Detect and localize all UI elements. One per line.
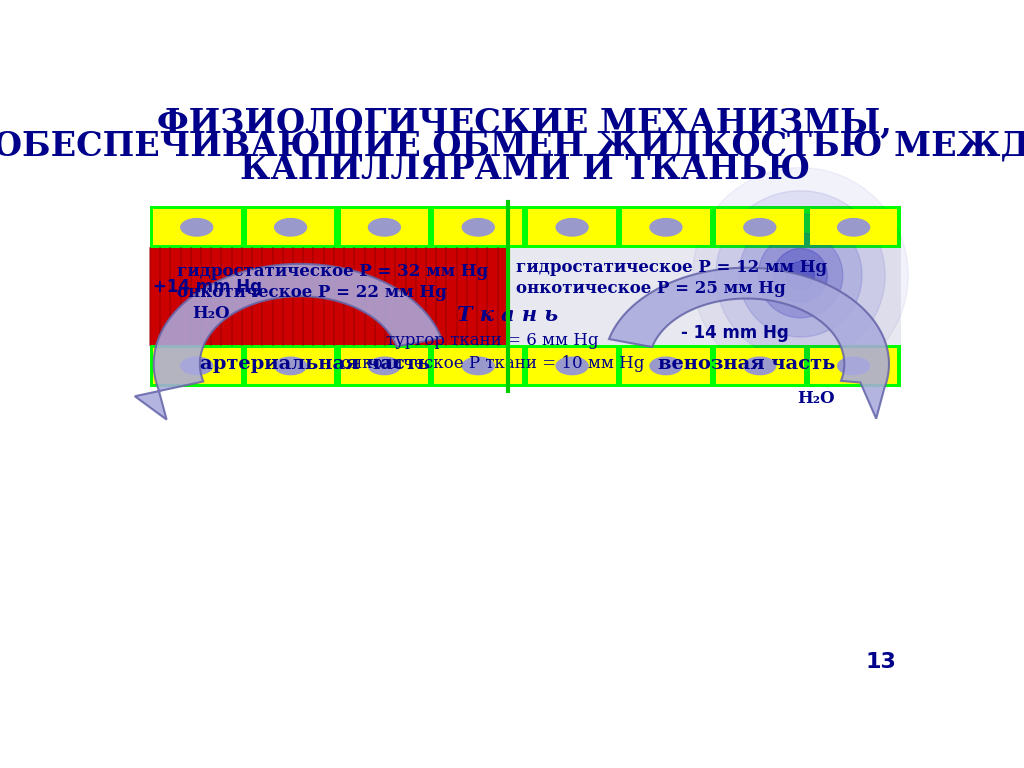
Bar <box>247 209 335 246</box>
Circle shape <box>773 249 827 303</box>
Text: ОБЕСПЕЧИВАЮЩИЕ ОБМЕН ЖИДКОСТЬЮ МЕЖДУ: ОБЕСПЕЧИВАЮЩИЕ ОБМЕН ЖИДКОСТЬЮ МЕЖДУ <box>0 130 1024 163</box>
Ellipse shape <box>837 356 870 376</box>
Text: артериальная часть: артериальная часть <box>201 355 430 373</box>
Ellipse shape <box>837 218 870 237</box>
Text: КАПИЛЛЯРАМИ И ТКАНЬЮ: КАПИЛЛЯРАМИ И ТКАНЬЮ <box>240 153 810 186</box>
Circle shape <box>692 167 908 383</box>
Bar <box>810 209 897 246</box>
Text: H₂O: H₂O <box>193 306 230 323</box>
Text: онкотическое Р ткани = 10 мм Hg: онкотическое Р ткани = 10 мм Hg <box>341 356 644 372</box>
Bar <box>528 209 616 246</box>
Bar <box>341 209 428 246</box>
Ellipse shape <box>180 218 213 237</box>
Bar <box>434 348 522 384</box>
Ellipse shape <box>368 218 401 237</box>
Ellipse shape <box>743 356 776 376</box>
Text: гидростатическое P = 32 мм Hg: гидростатическое P = 32 мм Hg <box>177 263 488 280</box>
Text: тургор ткани = 6 мм Hg: тургор ткани = 6 мм Hg <box>386 333 599 349</box>
Bar <box>528 348 616 384</box>
Text: венозная часть: венозная часть <box>658 355 836 373</box>
Bar <box>434 209 522 246</box>
Ellipse shape <box>273 356 307 376</box>
Bar <box>623 348 710 384</box>
Text: +14 mm Hg: +14 mm Hg <box>153 278 262 296</box>
Text: - 14 mm Hg: - 14 mm Hg <box>681 324 788 343</box>
Bar <box>341 348 428 384</box>
Bar <box>150 206 900 249</box>
Bar <box>716 348 804 384</box>
Bar <box>153 209 241 246</box>
Ellipse shape <box>462 356 495 376</box>
Ellipse shape <box>555 356 589 376</box>
Ellipse shape <box>273 218 307 237</box>
Ellipse shape <box>743 218 776 237</box>
Text: Т к а н ь: Т к а н ь <box>458 306 558 326</box>
Text: ФИЗИОЛОГИЧЕСКИЕ МЕХАНИЗМЫ,: ФИЗИОЛОГИЧЕСКИЕ МЕХАНИЗМЫ, <box>158 107 892 140</box>
Ellipse shape <box>555 218 589 237</box>
Bar <box>150 345 900 387</box>
Ellipse shape <box>462 218 495 237</box>
Ellipse shape <box>649 356 683 376</box>
Bar <box>810 348 897 384</box>
Text: гидростатическое P = 12 мм Hg: гидростатическое P = 12 мм Hg <box>515 260 826 276</box>
Text: онкотическое P = 22 мм Hg: онкотическое P = 22 мм Hg <box>177 284 446 301</box>
Ellipse shape <box>180 356 213 376</box>
Bar <box>623 209 710 246</box>
Circle shape <box>739 214 862 337</box>
Bar <box>508 249 900 345</box>
Ellipse shape <box>368 356 401 376</box>
Polygon shape <box>609 268 889 419</box>
Bar <box>716 209 804 246</box>
Text: 13: 13 <box>866 652 897 672</box>
Circle shape <box>786 262 814 290</box>
Bar <box>247 348 335 384</box>
Ellipse shape <box>649 218 683 237</box>
Bar <box>153 348 241 384</box>
Text: H₂O: H₂O <box>797 390 835 407</box>
Text: онкотическое P = 25 мм Hg: онкотическое P = 25 мм Hg <box>515 280 785 297</box>
Circle shape <box>716 190 885 360</box>
Polygon shape <box>135 264 441 419</box>
Circle shape <box>758 233 843 318</box>
Bar <box>150 249 508 345</box>
